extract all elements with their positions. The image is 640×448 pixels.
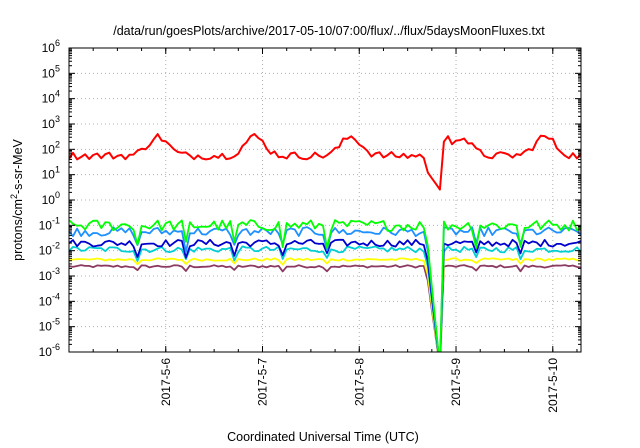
y-tick-label: 10-6: [39, 342, 60, 359]
x-tick-label: 2017-5-6: [159, 358, 173, 406]
series-line-lightblue: [69, 226, 581, 352]
y-tick-label: 10-4: [39, 291, 60, 308]
y-tick-label: 10-2: [39, 241, 60, 258]
x-tick-label: 2017-5-8: [352, 358, 366, 406]
grid: [69, 48, 581, 352]
series-line-cyan: [69, 245, 581, 352]
chart-title: /data/run/goesPlots/archive/2017-05-10/0…: [113, 24, 545, 38]
x-axis-ticks: 2017-5-6 2017-5-7 2017-5-8 2017-5-9 2017-5-1…: [68, 48, 578, 413]
y-axis-ticks: 10-6 10-5 10-4 10-3 10-2 10-1 100 101 102 103 104 1…: [39, 38, 581, 359]
y-tick-label: 102: [42, 139, 60, 156]
x-tick-label: 2017-5-7: [256, 358, 270, 406]
y-tick-label: 101: [42, 165, 60, 182]
y-tick-label: 104: [42, 89, 60, 106]
x-tick-label: 2017-5-10: [546, 358, 560, 413]
series-line-darkblue: [69, 238, 581, 352]
series-line-red: [69, 133, 581, 191]
series-line-green: [69, 219, 581, 352]
y-axis-label: protons/cm2-s-sr-MeV: [9, 138, 25, 260]
series-line-purple: [69, 264, 581, 352]
x-tick-label: 2017-5-9: [449, 358, 463, 406]
x-axis-label: Coordinated Universal Time (UTC): [227, 430, 419, 444]
series-group: [69, 133, 581, 352]
y-tick-label: 10-1: [39, 215, 60, 232]
y-tick-label: 105: [42, 63, 60, 80]
y-tick-label: 10-5: [39, 317, 60, 334]
y-tick-label: 100: [42, 190, 60, 207]
series-line-yellow: [69, 257, 581, 352]
y-tick-label: 103: [42, 114, 60, 131]
y-tick-label: 10-3: [39, 266, 60, 283]
y-tick-label: 106: [42, 38, 60, 55]
